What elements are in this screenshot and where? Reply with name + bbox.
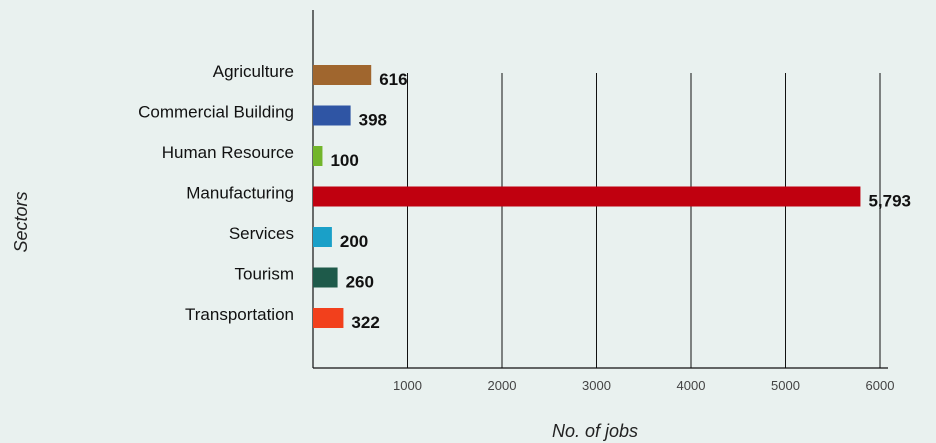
category-label: Tourism — [234, 265, 294, 284]
x-tick-label: 4000 — [677, 378, 706, 393]
value-label: 260 — [346, 273, 374, 292]
bar-agriculture — [313, 65, 372, 85]
category-label: Transportation — [185, 305, 294, 324]
category-label: Manufacturing — [186, 184, 294, 203]
value-label: 398 — [359, 111, 387, 130]
x-tick-label: 5000 — [771, 378, 800, 393]
bar-commercial-building — [313, 105, 351, 126]
value-label: 616 — [379, 70, 407, 89]
x-tick-label: 1000 — [393, 378, 422, 393]
value-label: 5,793 — [868, 192, 911, 211]
category-label: Services — [229, 224, 294, 243]
category-label: Human Resource — [162, 143, 294, 162]
y-axis-title: Sectors — [11, 191, 31, 252]
x-tick-label: 6000 — [866, 378, 895, 393]
category-labels: Agriculture Commercial Building Human Reso… — [138, 62, 294, 324]
bar-manufacturing — [313, 186, 861, 207]
x-tick-label: 2000 — [488, 378, 517, 393]
value-label: 200 — [340, 232, 368, 251]
bar-services — [313, 227, 332, 247]
vertical-gridlines — [407, 73, 881, 368]
value-label: 322 — [351, 313, 379, 332]
x-axis-title: No. of jobs — [552, 421, 638, 441]
bar-tourism — [313, 267, 338, 288]
bar-human-resource — [313, 146, 323, 166]
bar-transportation — [313, 308, 344, 328]
category-label: Agriculture — [213, 62, 294, 81]
category-label: Commercial Building — [138, 103, 294, 122]
value-labels: 616 398 100 5,793 200 260 322 — [330, 70, 911, 332]
bars — [313, 65, 861, 328]
value-label: 100 — [330, 151, 358, 170]
x-tick-label: 3000 — [582, 378, 611, 393]
x-tick-labels: 1000 2000 3000 4000 5000 6000 — [393, 378, 894, 393]
